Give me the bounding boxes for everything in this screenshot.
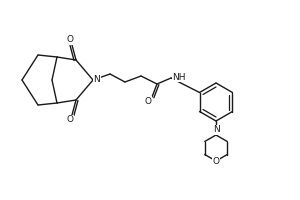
Text: N: N bbox=[213, 126, 219, 134]
Text: N: N bbox=[94, 75, 100, 84]
Text: O: O bbox=[67, 36, 73, 45]
Text: O: O bbox=[212, 158, 220, 166]
Text: NH: NH bbox=[172, 72, 185, 82]
Text: O: O bbox=[67, 116, 73, 124]
Text: O: O bbox=[145, 97, 152, 106]
